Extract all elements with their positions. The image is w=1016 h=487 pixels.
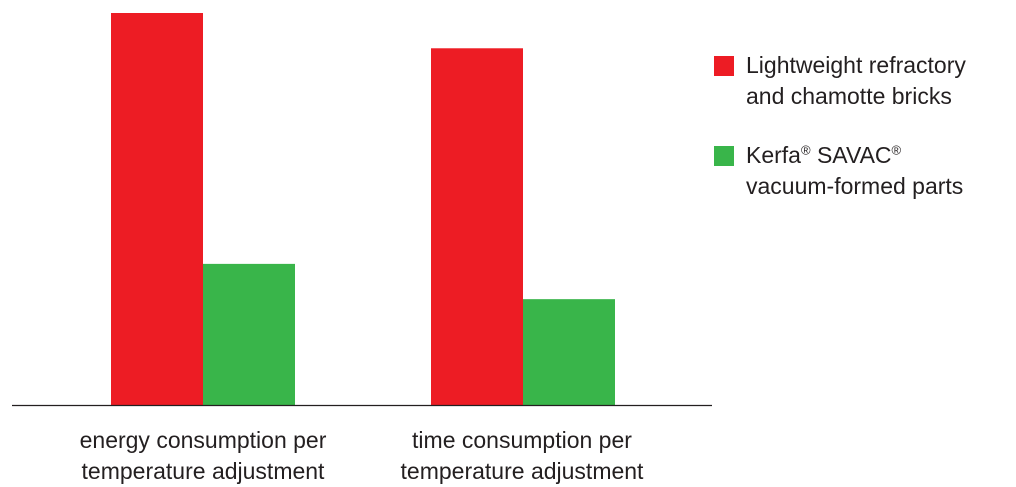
category-label-line: temperature adjustment <box>400 458 644 484</box>
legend-swatch-red <box>714 56 734 76</box>
legend-label-bricks: Lightweight refractory and chamotte bric… <box>746 50 966 112</box>
category-label-line: energy consumption per <box>79 427 327 453</box>
registered-mark: ® <box>891 142 902 158</box>
bar-series1-category2 <box>431 48 523 405</box>
registered-mark: ® <box>800 142 811 158</box>
legend-label-line: Kerfa® SAVAC® <box>746 140 963 171</box>
legend-swatch-green <box>714 146 734 166</box>
legend-label-line: and chamotte bricks <box>746 83 952 109</box>
bars-group <box>111 13 615 405</box>
legend-label-line: vacuum-formed parts <box>746 173 964 199</box>
category-label-line: time consumption per <box>412 427 632 453</box>
category-label-line: temperature adjustment <box>81 458 325 484</box>
bar-series2-category1 <box>203 263 295 405</box>
legend-product-text: SAVAC <box>810 142 892 168</box>
legend-label-line: Lightweight refractory <box>746 52 966 78</box>
legend-label-savac: Kerfa® SAVAC® vacuum-formed parts <box>746 140 963 202</box>
category-label-energy: energy consumption per temperature adjus… <box>43 425 363 487</box>
legend-brand-text: Kerfa <box>746 142 801 168</box>
category-label-time: time consumption per temperature adjustm… <box>362 425 682 487</box>
bar-series2-category2 <box>523 299 615 405</box>
bar-series1-category1 <box>111 13 203 405</box>
